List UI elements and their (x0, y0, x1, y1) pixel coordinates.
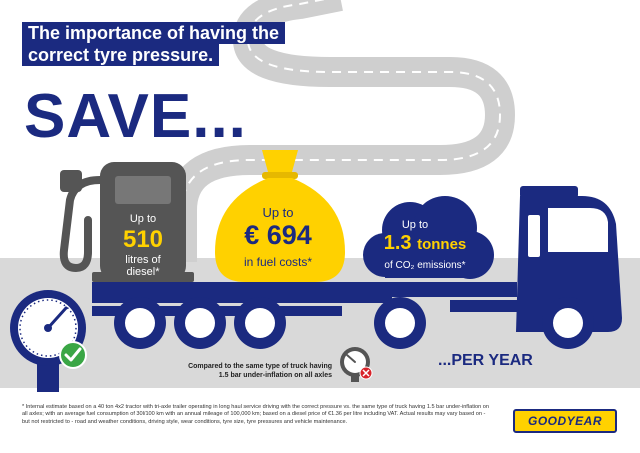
cost-unit: in fuel costs* (243, 255, 313, 269)
emissions-value-unit: tonnes (417, 236, 467, 253)
fuel-unit-line-1: litres of (125, 254, 161, 266)
emissions-unit: of CO₂ emissions* (384, 260, 466, 271)
gauge-cross-icon (340, 347, 373, 382)
headline: SAVE... (24, 82, 247, 151)
title-line-1: The importance of having the (22, 22, 286, 44)
cost-prefix: Up to (262, 205, 294, 220)
cost-value: € 694 (244, 220, 312, 250)
per-year-label: ...PER YEAR (438, 352, 533, 369)
emissions-prefix: Up to (401, 219, 429, 231)
comparison-note: Compared to the same type of truck havin… (160, 362, 332, 380)
comparison-line-1: Compared to the same type of truck havin… (188, 363, 332, 370)
money-bag-icon (215, 150, 345, 282)
fuel-prefix: Up to (129, 213, 157, 225)
fuel-unit: litres of diesel* (108, 254, 178, 278)
comparison-line-2: 1.5 bar under-inflation on all axles (218, 372, 332, 379)
cloud-icon (363, 196, 494, 279)
pressure-gauge-icon (10, 290, 86, 392)
emissions-value: 1.3 (383, 232, 412, 254)
footnote: * Internal estimate based on a 40 ton 4x… (22, 404, 490, 425)
emissions-value-row: 1.3 tonnes (370, 232, 480, 255)
fuel-pump-icon (59, 162, 194, 282)
check-icon (59, 341, 87, 369)
fuel-value: 510 (122, 226, 164, 253)
truck-icon (92, 186, 622, 349)
goodyear-logo: GOODYEAR (513, 409, 617, 433)
title-line-2: correct tyre pressure. (22, 44, 220, 66)
fuel-unit-line-2: diesel* (126, 266, 160, 278)
